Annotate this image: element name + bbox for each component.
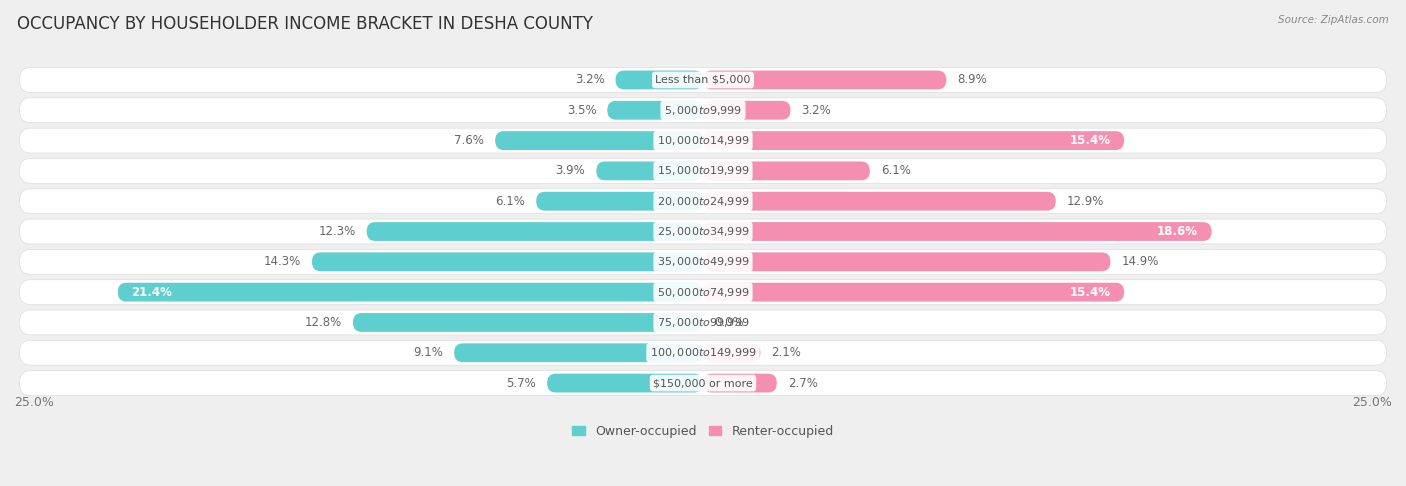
Text: $10,000 to $14,999: $10,000 to $14,999 <box>657 134 749 147</box>
FancyBboxPatch shape <box>547 374 703 393</box>
FancyBboxPatch shape <box>20 189 1386 214</box>
FancyBboxPatch shape <box>20 98 1386 122</box>
Legend: Owner-occupied, Renter-occupied: Owner-occupied, Renter-occupied <box>568 420 838 443</box>
FancyBboxPatch shape <box>20 249 1386 274</box>
FancyBboxPatch shape <box>20 310 1386 335</box>
Text: $100,000 to $149,999: $100,000 to $149,999 <box>650 346 756 359</box>
Text: 2.7%: 2.7% <box>787 377 818 390</box>
Text: 25.0%: 25.0% <box>14 396 53 409</box>
Text: 7.6%: 7.6% <box>454 134 484 147</box>
Text: 3.9%: 3.9% <box>555 164 585 177</box>
Text: 14.3%: 14.3% <box>264 255 301 268</box>
Text: 2.1%: 2.1% <box>772 346 801 359</box>
Text: Less than $5,000: Less than $5,000 <box>655 75 751 85</box>
FancyBboxPatch shape <box>20 371 1386 396</box>
Text: 6.1%: 6.1% <box>495 195 526 208</box>
FancyBboxPatch shape <box>703 101 790 120</box>
Text: $15,000 to $19,999: $15,000 to $19,999 <box>657 164 749 177</box>
Text: 25.0%: 25.0% <box>1353 396 1392 409</box>
FancyBboxPatch shape <box>703 252 1111 271</box>
FancyBboxPatch shape <box>596 161 703 180</box>
Text: 3.2%: 3.2% <box>575 73 605 87</box>
FancyBboxPatch shape <box>367 222 703 241</box>
FancyBboxPatch shape <box>536 192 703 210</box>
Text: Source: ZipAtlas.com: Source: ZipAtlas.com <box>1278 15 1389 25</box>
FancyBboxPatch shape <box>20 219 1386 244</box>
Text: 3.2%: 3.2% <box>801 104 831 117</box>
FancyBboxPatch shape <box>703 161 870 180</box>
FancyBboxPatch shape <box>703 283 1125 301</box>
Text: 14.9%: 14.9% <box>1122 255 1159 268</box>
FancyBboxPatch shape <box>118 283 703 301</box>
FancyBboxPatch shape <box>703 374 778 393</box>
Text: 0.0%: 0.0% <box>714 316 744 329</box>
FancyBboxPatch shape <box>607 101 703 120</box>
Text: $75,000 to $99,999: $75,000 to $99,999 <box>657 316 749 329</box>
Text: 5.7%: 5.7% <box>506 377 536 390</box>
Text: $5,000 to $9,999: $5,000 to $9,999 <box>664 104 742 117</box>
Text: $35,000 to $49,999: $35,000 to $49,999 <box>657 255 749 268</box>
FancyBboxPatch shape <box>454 344 703 362</box>
Text: 8.9%: 8.9% <box>957 73 987 87</box>
FancyBboxPatch shape <box>495 131 703 150</box>
FancyBboxPatch shape <box>20 340 1386 365</box>
Text: 18.6%: 18.6% <box>1157 225 1198 238</box>
Text: 15.4%: 15.4% <box>1070 286 1111 298</box>
Text: 3.5%: 3.5% <box>567 104 596 117</box>
FancyBboxPatch shape <box>312 252 703 271</box>
Text: 21.4%: 21.4% <box>132 286 173 298</box>
Text: $50,000 to $74,999: $50,000 to $74,999 <box>657 286 749 298</box>
FancyBboxPatch shape <box>20 280 1386 305</box>
Text: 6.1%: 6.1% <box>880 164 911 177</box>
FancyBboxPatch shape <box>703 192 1056 210</box>
FancyBboxPatch shape <box>20 68 1386 92</box>
FancyBboxPatch shape <box>20 158 1386 183</box>
FancyBboxPatch shape <box>703 70 946 89</box>
Text: $150,000 or more: $150,000 or more <box>654 378 752 388</box>
Text: $25,000 to $34,999: $25,000 to $34,999 <box>657 225 749 238</box>
FancyBboxPatch shape <box>703 222 1212 241</box>
Text: OCCUPANCY BY HOUSEHOLDER INCOME BRACKET IN DESHA COUNTY: OCCUPANCY BY HOUSEHOLDER INCOME BRACKET … <box>17 15 593 33</box>
Text: $20,000 to $24,999: $20,000 to $24,999 <box>657 195 749 208</box>
FancyBboxPatch shape <box>616 70 703 89</box>
FancyBboxPatch shape <box>20 128 1386 153</box>
Text: 12.8%: 12.8% <box>305 316 342 329</box>
Text: 12.3%: 12.3% <box>319 225 356 238</box>
FancyBboxPatch shape <box>703 344 761 362</box>
FancyBboxPatch shape <box>353 313 703 332</box>
Text: 15.4%: 15.4% <box>1070 134 1111 147</box>
Text: 12.9%: 12.9% <box>1067 195 1104 208</box>
FancyBboxPatch shape <box>703 131 1125 150</box>
Text: 9.1%: 9.1% <box>413 346 443 359</box>
